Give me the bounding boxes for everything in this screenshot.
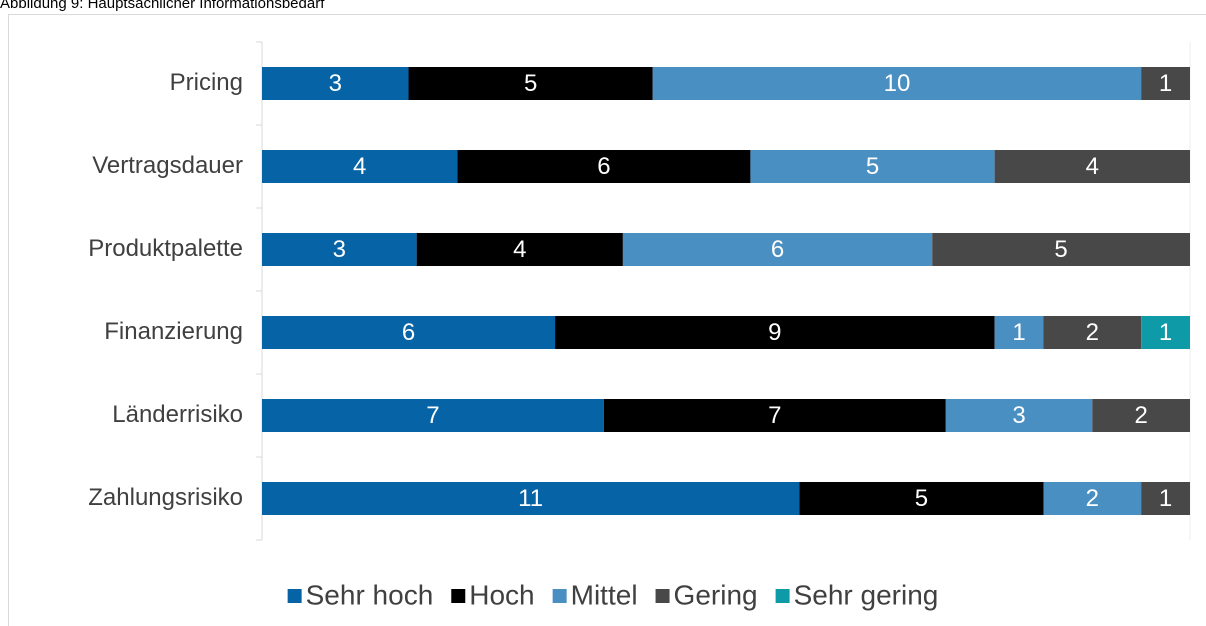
- bar-segment: [262, 67, 409, 100]
- data-label: 1: [1012, 319, 1025, 346]
- data-label: 3: [1012, 402, 1025, 429]
- bar-segment: [603, 399, 946, 432]
- bar-segment: [555, 316, 995, 349]
- data-label: 7: [426, 402, 439, 429]
- data-label: 1: [1159, 485, 1172, 512]
- data-label: 2: [1134, 402, 1147, 429]
- data-label: 1: [1159, 70, 1172, 97]
- bar-segment: [750, 150, 995, 183]
- bar-segment: [1141, 67, 1190, 100]
- y-tick-label: Pricing: [170, 69, 243, 96]
- data-label: 5: [1054, 236, 1067, 263]
- data-label: 7: [768, 402, 781, 429]
- bar-segment: [262, 399, 604, 432]
- bar-segment: [994, 150, 1190, 183]
- data-label: 6: [597, 153, 610, 180]
- legend-label: Mittel: [571, 579, 638, 610]
- data-label: 1: [1159, 319, 1172, 346]
- bar-segment: [622, 233, 933, 266]
- data-label: 5: [524, 70, 537, 97]
- data-label: 4: [1086, 153, 1099, 180]
- bar-segment: [1141, 316, 1190, 349]
- y-tick-label: Länderrisiko: [112, 401, 243, 428]
- data-label: 5: [915, 485, 928, 512]
- bar-segment: [994, 316, 1044, 349]
- data-label: 11: [518, 485, 543, 512]
- chart-title: Abbildung 9: Hauptsächlicher Information…: [0, 0, 325, 12]
- data-label: 2: [1086, 319, 1099, 346]
- bar-segment: [652, 67, 1142, 100]
- legend-swatch: [451, 589, 466, 603]
- legend-swatch: [775, 589, 790, 603]
- bar-segment: [945, 399, 1093, 432]
- y-tick-label: Zahlungsrisiko: [88, 484, 243, 511]
- legend-label: Sehr gering: [794, 579, 939, 610]
- data-label: 6: [771, 236, 784, 263]
- y-tick-label: Vertragsdauer: [92, 152, 243, 179]
- data-label: 3: [329, 70, 342, 97]
- bar-segment: [932, 233, 1190, 266]
- bar-segment: [1092, 399, 1190, 432]
- legend-label: Gering: [674, 579, 758, 610]
- data-label: 2: [1086, 485, 1099, 512]
- bar-segment: [408, 67, 653, 100]
- bar-segment: [416, 233, 623, 266]
- chart-frame: [8, 14, 1206, 626]
- bar-segment: [1043, 482, 1142, 515]
- legend-swatch: [655, 589, 670, 603]
- data-label: 3: [333, 236, 346, 263]
- bar-segment: [262, 233, 417, 266]
- data-label: 5: [866, 153, 879, 180]
- bar-segment: [262, 316, 556, 349]
- data-label: 10: [884, 70, 911, 97]
- legend-swatch: [552, 589, 567, 603]
- legend-label: Hoch: [469, 579, 534, 610]
- bar-segment: [1141, 482, 1190, 515]
- bar-segment: [1043, 316, 1142, 349]
- legend-swatch: [287, 589, 302, 603]
- bar-segment: [262, 150, 458, 183]
- y-tick-label: Produktpalette: [88, 235, 243, 262]
- bar-segment: [799, 482, 1044, 515]
- bar-segment: [457, 150, 751, 183]
- data-label: 4: [353, 153, 366, 180]
- data-label: 6: [402, 319, 415, 346]
- legend-label: Sehr hoch: [306, 579, 434, 610]
- y-tick-label: Finanzierung: [104, 318, 243, 345]
- data-label: 9: [768, 319, 781, 346]
- data-label: 4: [513, 236, 526, 263]
- bar-segment: [262, 482, 800, 515]
